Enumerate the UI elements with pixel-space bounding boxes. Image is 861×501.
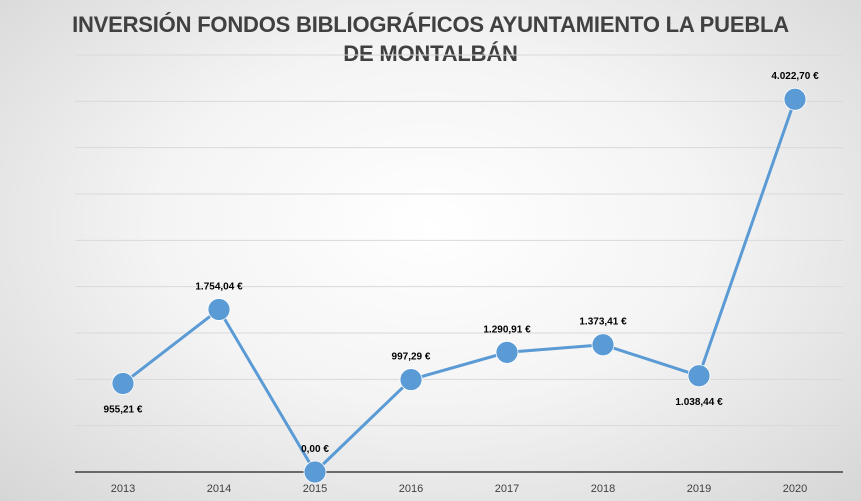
x-axis: 2013 2014 2015 2016 2017 2018 2019 2020	[75, 471, 843, 495]
data-point	[207, 298, 231, 321]
series-line	[122, 98, 797, 474]
x-tick-label: 2014	[207, 483, 231, 495]
data-label: 1.290,91 €	[483, 324, 531, 335]
data-labels-layer: 955,21 € 1.754,04 € 0,00 € 997,29 € 1.290,91…	[104, 71, 820, 455]
x-tick-label: 2013	[111, 483, 135, 495]
data-point	[303, 460, 327, 484]
data-label: 1.373,41 €	[579, 317, 627, 328]
x-tick-label: 2020	[783, 483, 807, 495]
x-tick-label: 2017	[495, 483, 519, 495]
data-point	[111, 372, 135, 395]
x-tick-label: 2015	[303, 483, 327, 495]
data-label: 997,29 €	[392, 352, 431, 363]
data-point	[687, 364, 711, 388]
gridlines	[75, 54, 843, 427]
data-point	[783, 87, 807, 111]
data-label: 0,00 €	[301, 444, 329, 455]
data-label: 4.022,70 €	[771, 71, 819, 82]
data-point	[495, 340, 519, 364]
chart-title: INVERSIÓN FONDOS BIBLIOGRÁFICOS AYUNTAMI…	[72, 12, 789, 66]
data-label: 1.038,44 €	[675, 397, 723, 408]
x-tick-label: 2018	[591, 483, 615, 495]
data-label: 1.754,04 €	[195, 281, 243, 292]
x-tick-label: 2019	[687, 483, 711, 495]
series-layer	[122, 98, 797, 474]
x-tick-label: 2016	[399, 483, 423, 495]
data-point	[591, 333, 615, 357]
data-point	[399, 368, 423, 391]
markers-layer	[111, 87, 807, 484]
data-label: 955,21 €	[104, 404, 143, 415]
